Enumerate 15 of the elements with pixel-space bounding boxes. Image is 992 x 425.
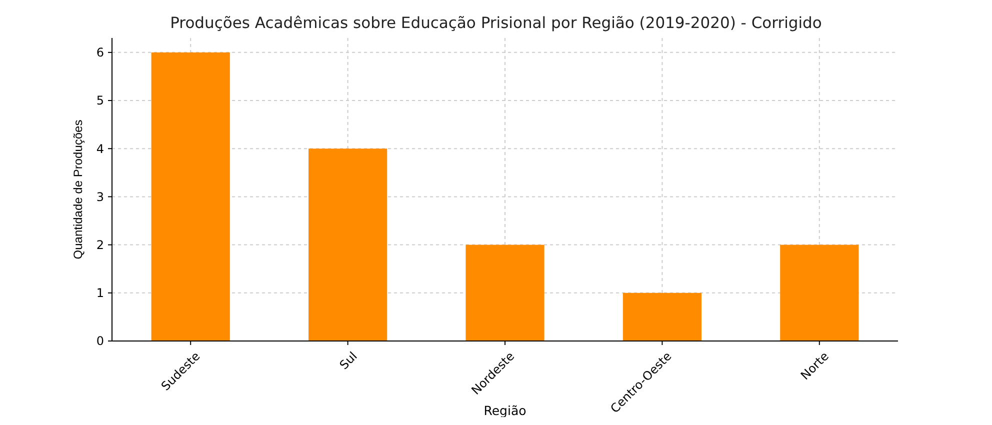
bar: [151, 52, 230, 341]
bar: [780, 244, 859, 341]
bar: [622, 292, 702, 341]
y-tick-label: 5: [96, 94, 104, 108]
y-tick-label: 4: [96, 142, 104, 156]
bar: [308, 148, 388, 341]
y-tick-label: 3: [96, 190, 104, 204]
y-tick-label: 1: [96, 286, 104, 300]
y-axis-title: Quantidade de Produções: [71, 120, 85, 260]
bar: [466, 244, 544, 341]
y-tick-label: 2: [96, 238, 104, 252]
y-tick-label: 0: [96, 334, 104, 348]
x-tick-label: Sul: [336, 349, 360, 372]
y-tick-label: 6: [96, 46, 104, 60]
chart-title: Produções Acadêmicas sobre Educação Prisional por Região (2019-2020) - Corrigido: [170, 14, 822, 32]
